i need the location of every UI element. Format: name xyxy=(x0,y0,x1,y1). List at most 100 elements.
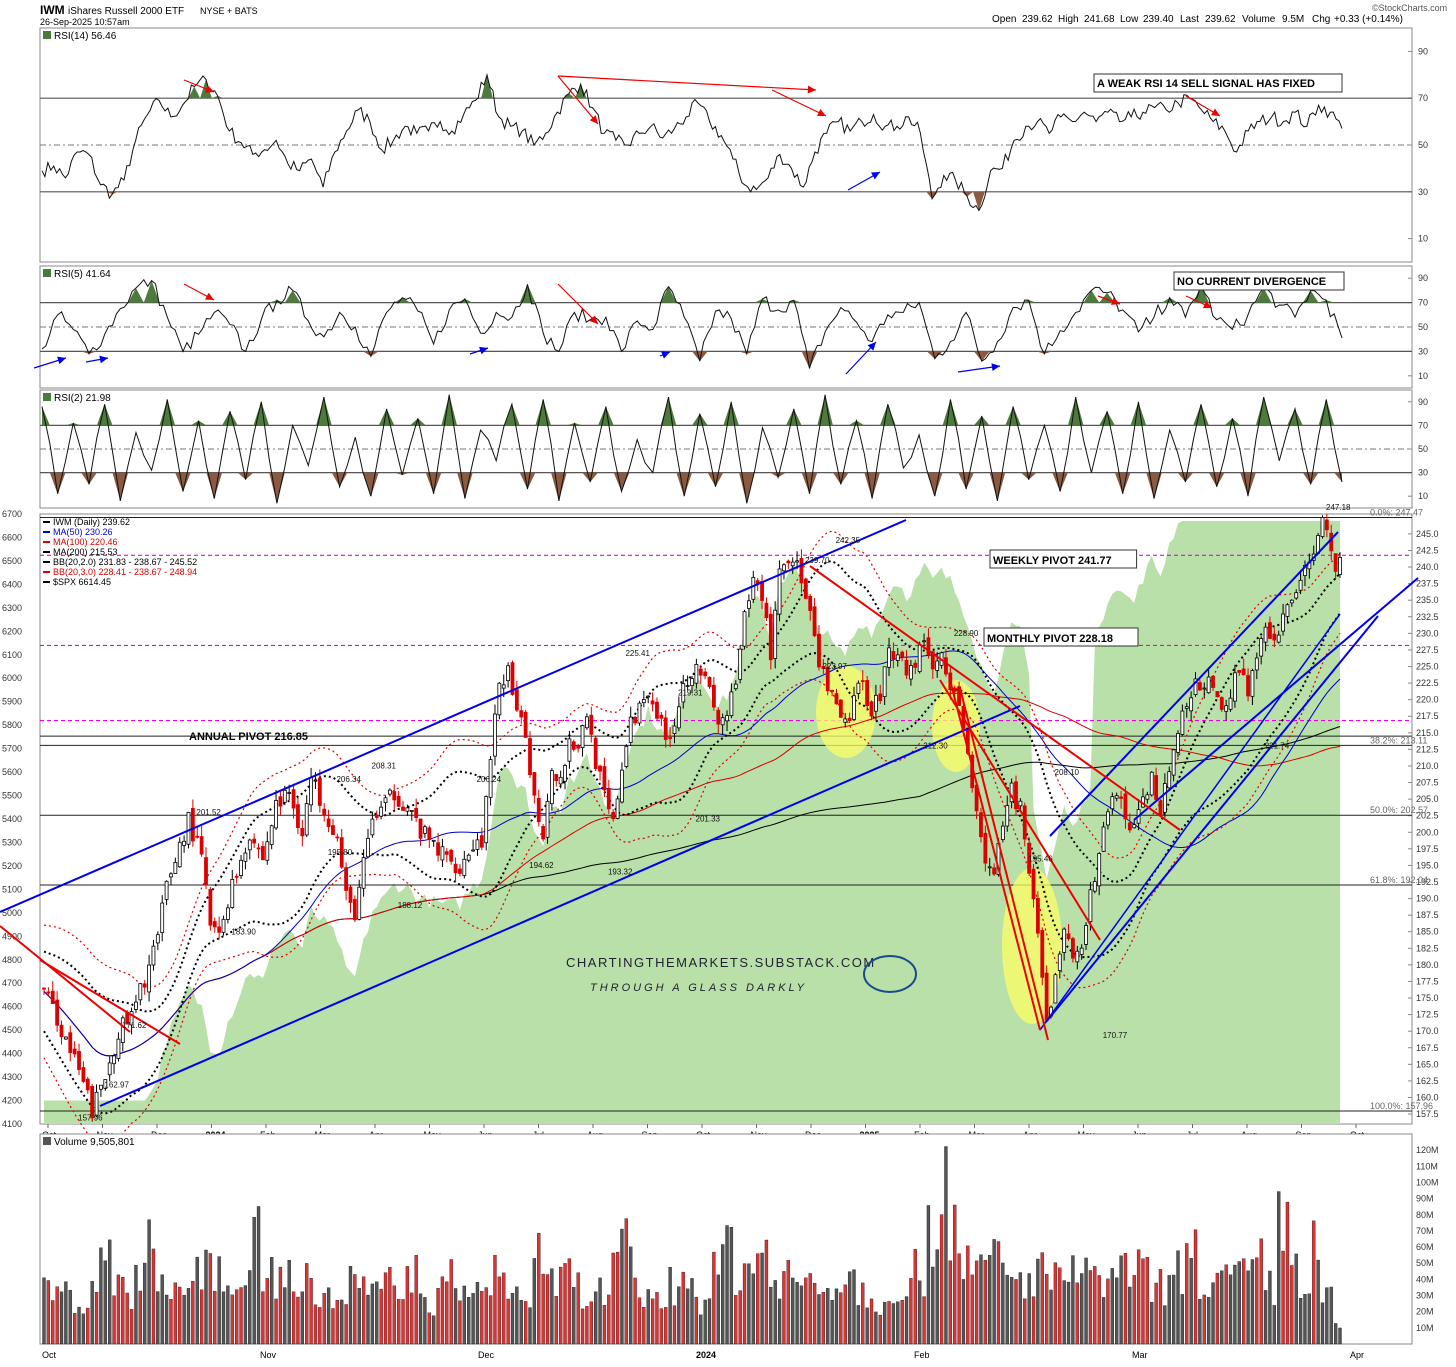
price-y-tick-label: 180.0 xyxy=(1416,960,1439,970)
pivot-label-box xyxy=(983,627,1139,647)
volume-bar xyxy=(795,1281,799,1345)
volume-bar xyxy=(77,1306,81,1345)
volume-bar xyxy=(756,1253,760,1345)
watermark-subtitle: THROUGH A GLASS DARKLY xyxy=(590,982,807,994)
candle-body xyxy=(676,706,681,729)
candle-body xyxy=(208,889,213,926)
divergence-line xyxy=(557,75,599,125)
candle-body xyxy=(177,841,182,868)
volume-bar xyxy=(944,1146,948,1345)
volume-bar xyxy=(939,1214,944,1345)
volume-bar xyxy=(480,1291,484,1345)
candle-body xyxy=(296,804,300,828)
spx-y-tick-label: 4300 xyxy=(2,1072,22,1082)
price-label: 212.30 xyxy=(923,742,948,751)
rsi-oversold-fill xyxy=(425,472,442,494)
candle-body xyxy=(589,714,594,735)
candle-body xyxy=(1285,604,1290,617)
volume-bar xyxy=(677,1286,681,1345)
candle-body xyxy=(935,660,940,671)
price-y-tick-label: 177.5 xyxy=(1416,976,1439,986)
volume-bar xyxy=(1049,1289,1053,1345)
volume-bar xyxy=(169,1299,173,1345)
volume-bar xyxy=(178,1286,182,1345)
last-label: Last xyxy=(1180,14,1199,25)
volume-bar xyxy=(445,1281,449,1345)
candle-body xyxy=(751,576,756,600)
candle-body xyxy=(72,1048,77,1055)
candle-body xyxy=(90,1085,95,1119)
price-y-tick-label: 220.0 xyxy=(1416,695,1439,705)
volume-bar xyxy=(1312,1220,1316,1345)
volume-bar xyxy=(558,1266,563,1345)
volume-bar xyxy=(90,1281,94,1345)
candle-body xyxy=(913,662,918,668)
volume-bar xyxy=(1119,1255,1123,1345)
price-panel: 6700 6600 6500 6400 6300 6200 6100 6000 5900 5800… xyxy=(0,503,1439,1147)
volume-bar xyxy=(664,1307,668,1345)
price-y-tick-label: 227.5 xyxy=(1416,645,1439,655)
volume-bar xyxy=(804,1277,808,1345)
candle-body xyxy=(344,867,349,891)
candle-body xyxy=(865,679,870,707)
volume-y-tick-label: 80M xyxy=(1416,1210,1434,1220)
annotation-text: A WEAK RSI 14 SELL SIGNAL HAS FIXED xyxy=(1097,78,1315,90)
volume-bar xyxy=(1167,1275,1171,1345)
candle-body xyxy=(983,832,988,864)
volume-value: 9.5M xyxy=(1282,14,1304,25)
volume-bar xyxy=(410,1292,414,1345)
price-y-tick-label: 240.0 xyxy=(1416,562,1439,572)
quote-bar: Open 239.62 High 241.68 Low 239.40 Last … xyxy=(992,14,1403,25)
rsi-oversold-fill xyxy=(1146,472,1162,499)
candle-body xyxy=(1110,796,1115,810)
price-y-tick-label: 185.0 xyxy=(1416,927,1439,937)
candle-body xyxy=(1084,925,1088,945)
rsi-overbought-fill xyxy=(394,297,411,303)
candle-body xyxy=(698,668,703,676)
candle-body xyxy=(112,1055,116,1065)
volume-bar xyxy=(672,1305,677,1345)
volume-y-tick-label: 20M xyxy=(1416,1307,1434,1317)
price-label: 208.31 xyxy=(372,762,397,771)
candle-body xyxy=(243,852,248,862)
rsi-oversold-fill xyxy=(582,472,599,483)
rsi-y-tick-label: 10 xyxy=(1418,234,1428,244)
price-label: 206.34 xyxy=(336,775,361,784)
candle-body xyxy=(256,847,261,850)
candle-body xyxy=(462,858,467,876)
volume-bar xyxy=(270,1257,274,1345)
candle-body xyxy=(720,717,725,726)
volume-bar xyxy=(1228,1274,1233,1345)
candle-body xyxy=(357,886,362,920)
candle-body xyxy=(716,709,721,725)
price-label: 183.90 xyxy=(231,927,256,936)
volume-bar xyxy=(361,1276,366,1345)
candle-body xyxy=(252,838,257,844)
candle-body xyxy=(747,600,751,609)
rsi-oversold-fill xyxy=(1052,472,1068,492)
volume-bar xyxy=(1259,1238,1263,1345)
volume-bar xyxy=(646,1289,650,1345)
rsi-overbought-fill xyxy=(1083,290,1100,303)
volume-bar xyxy=(996,1241,1001,1345)
volume-bar xyxy=(716,1274,720,1345)
price-y-tick-label: 167.5 xyxy=(1416,1043,1439,1053)
volume-bar xyxy=(1110,1268,1114,1345)
volume-bar xyxy=(129,1309,134,1345)
volume-bar xyxy=(896,1301,900,1345)
volume-bar xyxy=(699,1314,703,1345)
candle-body xyxy=(68,1032,73,1053)
candle-body xyxy=(624,746,629,767)
chg-value: +0.33 (+0.14%) xyxy=(1334,14,1403,25)
rsi-overbought-fill xyxy=(754,298,771,303)
volume-bar xyxy=(843,1284,847,1345)
candle-body xyxy=(1040,930,1045,978)
volume-y-tick-label: 120M xyxy=(1416,1145,1439,1155)
price-label: 208.10 xyxy=(1055,768,1080,777)
candle-body xyxy=(563,765,567,782)
candle-body xyxy=(479,835,484,848)
candle-body xyxy=(650,700,655,705)
volume-bar xyxy=(1198,1298,1202,1345)
volume-bar xyxy=(81,1313,86,1345)
